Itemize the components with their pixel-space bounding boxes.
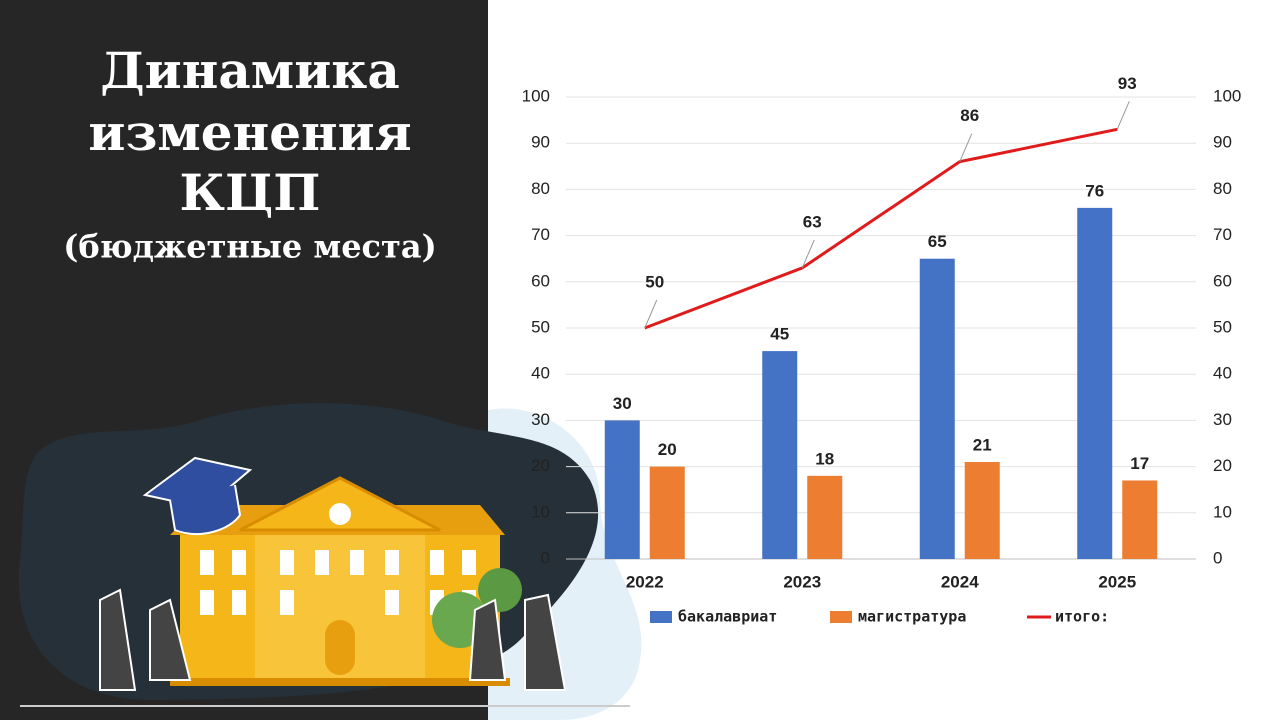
x-tick-label: 2022	[626, 572, 664, 591]
data-label: 17	[1130, 454, 1149, 473]
y-tick-label: 30	[531, 410, 550, 429]
data-label: 30	[613, 394, 632, 413]
x-tick-label: 2023	[783, 572, 821, 591]
y2-tick-label: 30	[1213, 410, 1232, 429]
slide-title: КЦП	[179, 163, 320, 222]
data-label: 45	[770, 325, 789, 344]
y2-tick-label: 40	[1213, 364, 1232, 383]
bar	[604, 420, 640, 559]
graduate	[524, 593, 567, 691]
bar	[1122, 480, 1158, 559]
data-label: 21	[973, 435, 992, 454]
leader-line	[801, 239, 815, 269]
y2-tick-label: 50	[1213, 317, 1232, 336]
data-label: 93	[1118, 74, 1137, 93]
y-tick-label: 60	[531, 271, 550, 290]
graduate	[99, 588, 137, 691]
bar	[807, 475, 843, 559]
data-label: 65	[928, 232, 947, 251]
x-tick-label: 2025	[1098, 572, 1136, 591]
data-label: 86	[960, 106, 979, 125]
bar	[1077, 207, 1113, 559]
bar	[964, 461, 1000, 559]
bar	[762, 351, 798, 559]
y-tick-label: 40	[531, 364, 550, 383]
slide-subtitle: (бюджетные места)	[63, 228, 436, 266]
y2-tick-label: 10	[1213, 502, 1232, 521]
y2-tick-label: 0	[1213, 548, 1222, 567]
bar	[649, 466, 685, 559]
graduate	[149, 598, 192, 681]
bar	[919, 258, 955, 559]
data-label: 50	[645, 272, 664, 291]
data-label: 63	[803, 212, 822, 231]
y-tick-label: 20	[531, 456, 550, 475]
graduate	[468, 598, 507, 681]
slide-title: Динамика	[100, 41, 400, 100]
y-tick-label: 90	[531, 133, 550, 152]
slide-title: изменения	[88, 103, 411, 162]
legend-swatch	[830, 611, 852, 623]
y-tick-label: 100	[522, 86, 550, 105]
y2-tick-label: 60	[1213, 271, 1232, 290]
y-tick-label: 10	[531, 502, 550, 521]
y2-tick-label: 70	[1213, 225, 1232, 244]
y2-tick-label: 100	[1213, 86, 1241, 105]
x-tick-label: 2024	[941, 572, 979, 591]
y2-tick-label: 20	[1213, 456, 1232, 475]
line	[644, 127, 1118, 330]
graduation-cap	[142, 456, 253, 535]
data-label: 20	[658, 440, 677, 459]
y-tick-label: 0	[541, 548, 550, 567]
legend-label: магистратура	[858, 608, 966, 626]
y2-tick-label: 90	[1213, 133, 1232, 152]
y-tick-label: 50	[531, 317, 550, 336]
y-tick-label: 80	[531, 179, 550, 198]
legend-label: бакалавриат	[678, 608, 777, 626]
y-tick-label: 70	[531, 225, 550, 244]
y2-tick-label: 80	[1213, 179, 1232, 198]
data-label: 76	[1085, 181, 1104, 200]
leader-line	[959, 133, 973, 162]
data-label: 18	[815, 449, 834, 468]
leader-line	[1116, 101, 1130, 130]
tree	[478, 568, 522, 612]
legend-swatch	[650, 611, 672, 623]
legend-label: итого:	[1055, 608, 1109, 626]
leader-line	[644, 299, 658, 329]
